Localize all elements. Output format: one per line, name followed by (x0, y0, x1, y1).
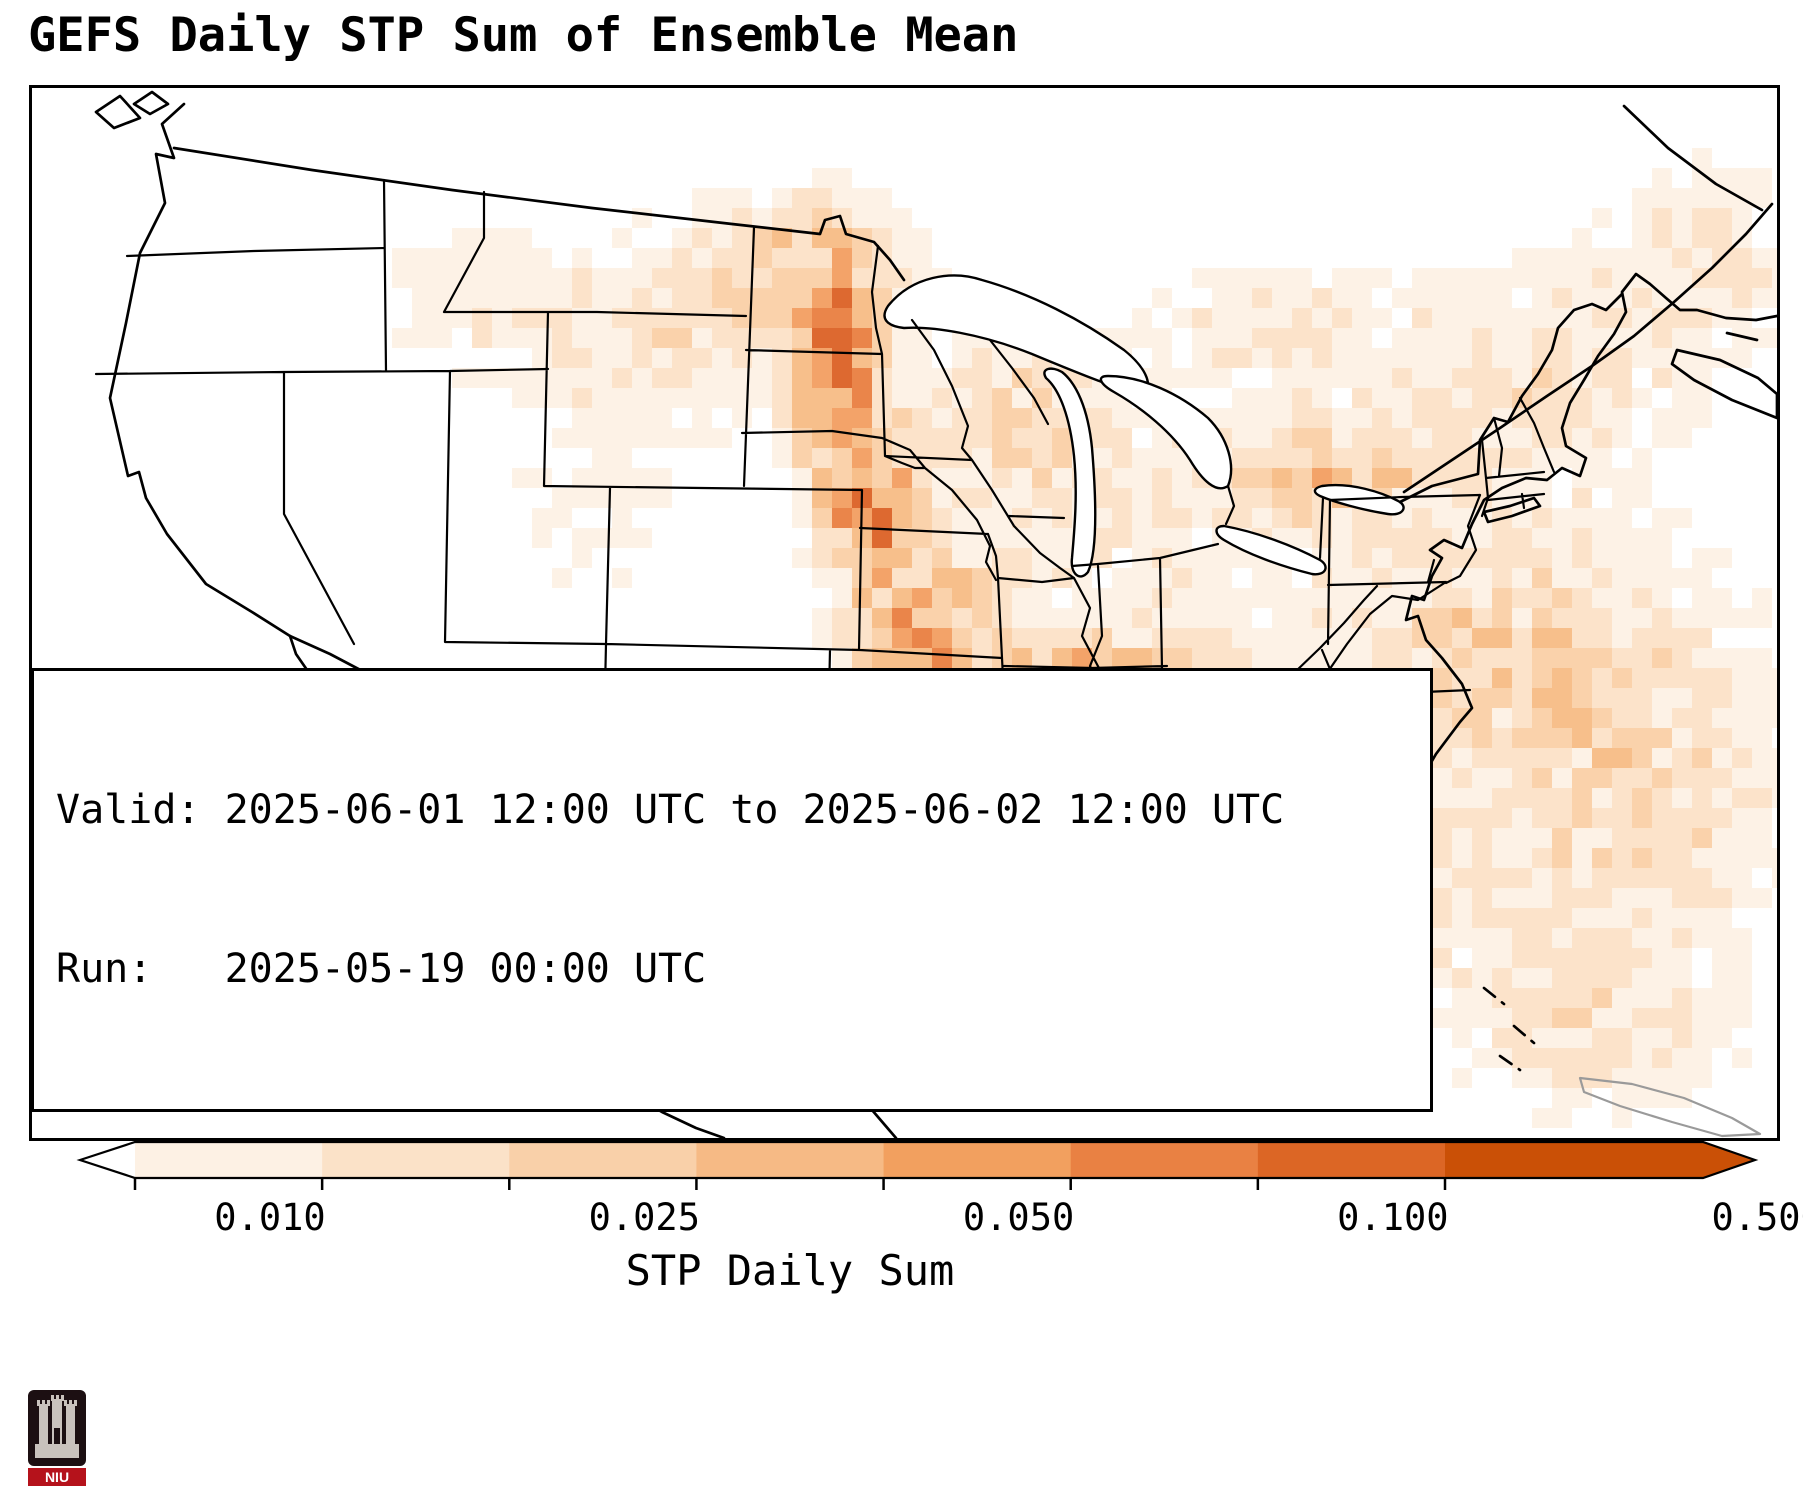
castle-icon (35, 1395, 79, 1458)
validity-info-box: Valid: 2025-06-01 12:00 UTC to 2025-06-0… (31, 667, 1433, 1112)
lake-erie (1215, 524, 1327, 576)
map-canvas (94, 90, 1777, 1138)
colorbar-tick-label: 0.500 (1711, 1196, 1803, 1239)
colorbar-tick-label: 0.050 (962, 1196, 1075, 1239)
valid-time-text: Valid: 2025-06-01 12:00 UTC to 2025-06-0… (56, 787, 1285, 834)
long-island (1482, 496, 1542, 524)
lake-michigan (1043, 367, 1097, 578)
prince-edward-island (1725, 331, 1759, 342)
colorbar-tick-label: 0.025 (588, 1196, 700, 1239)
colorbar-tick-label: 0.100 (1337, 1196, 1449, 1239)
great-lakes (883, 274, 1405, 578)
canada-north-shore (1622, 104, 1764, 212)
logo-band (28, 1468, 86, 1486)
pacific-islands (94, 90, 170, 130)
cuba-outline (1578, 1076, 1762, 1138)
us-canada-border-east (1398, 292, 1624, 504)
page-title: GEFS Daily STP Sum of Ensemble Mean (28, 8, 1019, 63)
colorbar (76, 1140, 1759, 1190)
lake-huron (1099, 374, 1233, 490)
map-plot: Valid: 2025-06-01 12:00 UTC to 2025-06-0… (29, 85, 1780, 1141)
us-canada-border (172, 146, 906, 282)
nova-scotia (1670, 348, 1777, 420)
colorbar-tick-label: 0.010 (214, 1196, 326, 1239)
logo-text: NIU (45, 1469, 69, 1485)
colorbar-label: STP Daily Sum (625, 1246, 955, 1295)
st-lawrence-river (1402, 202, 1774, 494)
run-time-text: Run: 2025-05-19 00:00 UTC (56, 945, 707, 992)
bahamas-islands (1482, 986, 1536, 1072)
niu-logo: NIU (28, 1390, 86, 1486)
